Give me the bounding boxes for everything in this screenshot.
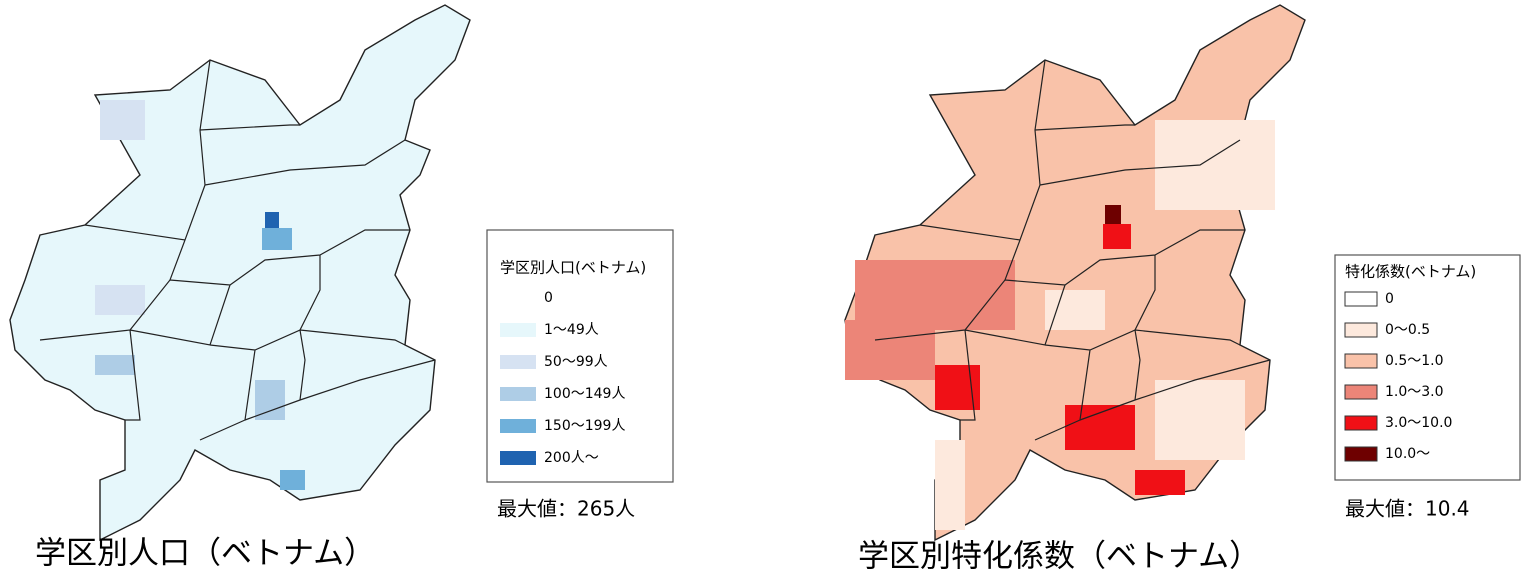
legend-swatch	[1344, 322, 1378, 338]
map-region	[1155, 120, 1275, 210]
legend-label: 100〜149人	[544, 386, 625, 402]
map-region	[95, 285, 145, 315]
legend-swatch	[1344, 291, 1378, 307]
map-region	[265, 212, 279, 230]
max-value: 最大値：265人	[497, 497, 635, 521]
map-caption: 学区別人口（ベトナム）	[35, 536, 375, 572]
map-area	[9, 4, 471, 541]
map-region	[255, 380, 285, 420]
map-region	[280, 470, 305, 490]
legend-swatch	[1344, 415, 1378, 431]
legend-swatch	[500, 451, 536, 465]
legend-swatch	[1344, 353, 1378, 369]
map-region	[1103, 224, 1131, 249]
map-region	[845, 320, 935, 380]
map-region	[262, 228, 292, 250]
legend-label: 50〜99人	[544, 354, 608, 370]
legend-label: 0〜0.5	[1385, 322, 1430, 338]
legends: 学区別人口(ベトナム) 0 1〜49人 50〜99人 100〜149人 150〜199人 2…	[35, 229, 1521, 575]
map-caption: 学区別特化係数（ベトナム）	[858, 539, 1260, 575]
map-region	[1155, 380, 1245, 460]
population-map	[9, 4, 471, 541]
legend-label: 200人〜	[544, 450, 599, 466]
legend-label: 1〜49人	[544, 322, 599, 338]
map-region	[855, 260, 1015, 330]
legend-label: 0	[1385, 291, 1394, 307]
legend-label: 1.0〜3.0	[1385, 384, 1444, 400]
specialization-map	[844, 4, 1306, 541]
legend-swatch	[500, 387, 536, 401]
map-region	[100, 100, 145, 140]
legend-swatch	[500, 355, 536, 369]
legend-label: 10.0〜	[1385, 446, 1430, 462]
legend-label: 3.0〜10.0	[1385, 415, 1452, 431]
legend-swatch	[500, 419, 536, 433]
legend-label: 150〜199人	[544, 418, 625, 434]
legend-title: 学区別人口(ベトナム)	[500, 259, 646, 277]
legend-swatch	[1344, 446, 1378, 462]
legend-label: 0.5〜1.0	[1385, 353, 1444, 369]
map-region	[1045, 290, 1105, 330]
map-region	[1105, 205, 1121, 225]
legend-title: 特化係数(ベトナム)	[1345, 263, 1476, 281]
map-region	[1065, 405, 1135, 450]
legend-label: 0	[544, 290, 553, 306]
map-region	[1135, 470, 1185, 495]
legend-swatch	[1344, 384, 1378, 400]
map-region	[95, 355, 135, 375]
max-value: 最大値：10.4	[1345, 497, 1470, 521]
legend-swatch	[500, 323, 536, 337]
map-region	[935, 440, 965, 530]
